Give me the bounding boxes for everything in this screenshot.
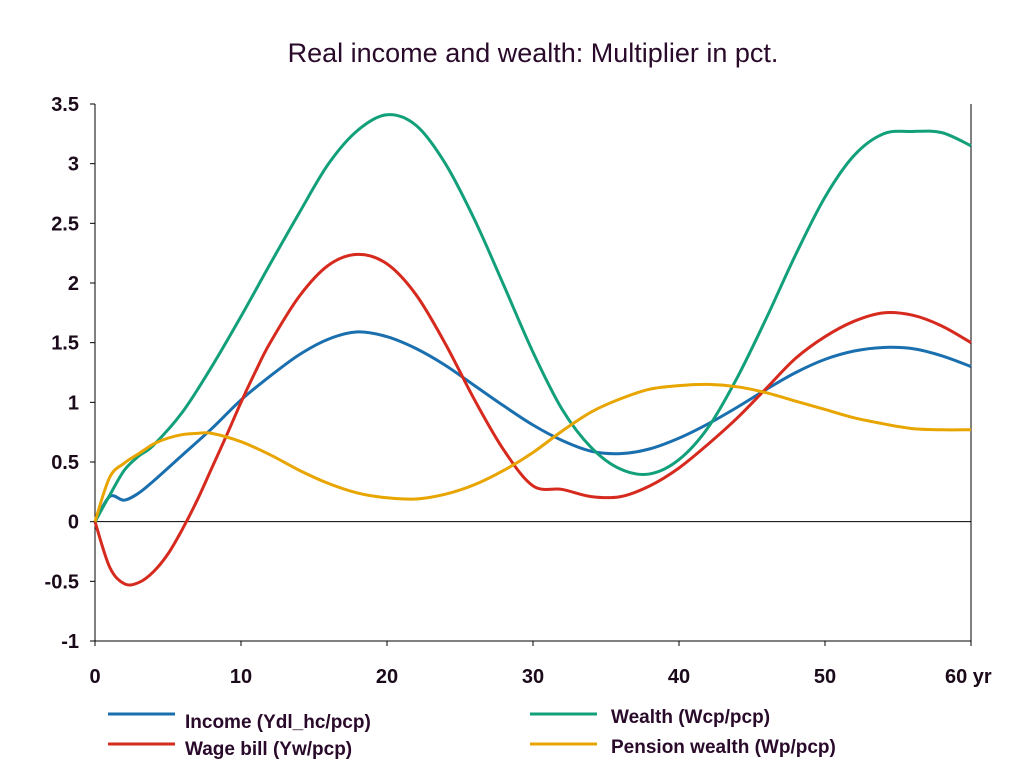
x-tick-label: 40: [668, 666, 690, 688]
legend-item-wage-bill: Wage bill (Yw/pcp): [108, 739, 352, 760]
y-tick-label: -1: [61, 631, 79, 653]
x-tick-label: 10: [230, 666, 252, 688]
y-tick-label: 2: [68, 273, 79, 295]
legend-label-income: Income (Ydl_hc/pcp): [185, 712, 371, 733]
plot-area: -1 -0.5 0 0.5 1 1.5 2 2.5 3 3.5 0 10 20 30 40 50 60 yr: [45, 94, 992, 688]
y-tick-label: 2.5: [51, 213, 79, 235]
x-tick-label: 30: [522, 666, 544, 688]
series-line-income: [93, 330, 972, 523]
x-tick-label: 20: [376, 666, 398, 688]
y-axis-ticks: -1 -0.5 0 0.5 1 1.5 2 2.5 3 3.5: [45, 94, 95, 653]
legend-label-wage-bill: Wage bill (Yw/pcp): [185, 739, 352, 760]
x-tick-label: 0: [89, 666, 100, 688]
series-lines: [93, 113, 972, 587]
legend-label-wealth: Wealth (Wcp/pcp): [611, 707, 770, 728]
y-tick-label: 3: [68, 154, 79, 176]
y-tick-label: 3.5: [51, 94, 79, 116]
x-tick-label: 60 yr: [945, 666, 992, 688]
x-axis-ticks: 0 10 20 30 40 50 60 yr: [89, 641, 992, 688]
y-tick-label: -0.5: [45, 571, 79, 593]
y-tick-label: 0: [68, 512, 79, 534]
legend-item-pension-wealth: Pension wealth (Wp/pcp): [530, 737, 836, 758]
y-tick-label: 0.5: [51, 452, 79, 474]
y-tick-label: 1: [68, 392, 79, 414]
legend-label-pension-wealth: Pension wealth (Wp/pcp): [611, 737, 836, 758]
legend-item-income: Income (Ydl_hc/pcp): [108, 712, 371, 733]
chart-title: Real income and wealth: Multiplier in pc…: [288, 38, 779, 68]
series-line-wage-bill: [93, 252, 972, 587]
x-tick-label: 50: [814, 666, 836, 688]
legend-item-wealth: Wealth (Wcp/pcp): [530, 707, 770, 728]
series-line-pension-wealth: [93, 382, 972, 523]
series-line-wealth: [93, 113, 972, 523]
y-tick-label: 1.5: [51, 333, 79, 355]
legend: Income (Ydl_hc/pcp) Wage bill (Yw/pcp) W…: [108, 707, 836, 760]
